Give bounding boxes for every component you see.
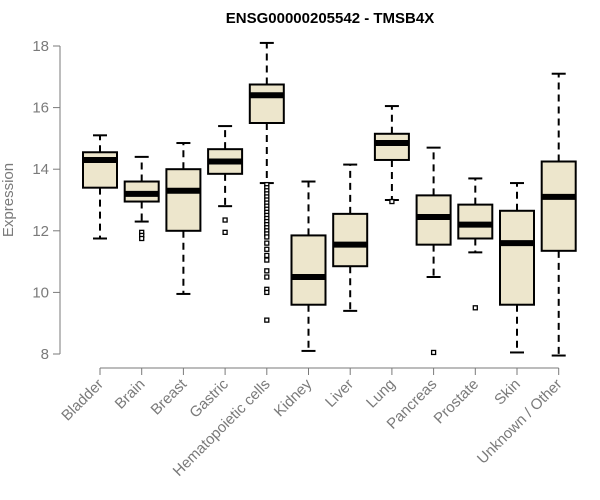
x-tick-label: Bladder bbox=[58, 376, 107, 425]
box-group bbox=[457, 177, 494, 311]
box-group bbox=[123, 155, 160, 242]
y-tick-label: 18 bbox=[32, 38, 49, 55]
x-tick-label: Kidney bbox=[271, 375, 316, 420]
y-tick-label: 16 bbox=[32, 100, 49, 117]
y-axis-title: Expression bbox=[0, 163, 17, 237]
box-group bbox=[332, 163, 369, 312]
outlier-point bbox=[264, 289, 270, 296]
iqr-box bbox=[332, 212, 369, 268]
iqr-box bbox=[540, 160, 577, 252]
y-tick-label: 10 bbox=[32, 284, 49, 301]
box-group bbox=[82, 134, 118, 240]
outlier-point bbox=[389, 198, 395, 205]
box-group bbox=[248, 41, 285, 323]
iqr-box bbox=[415, 194, 452, 246]
box-group bbox=[499, 182, 535, 354]
x-tick-label: Breast bbox=[148, 375, 191, 418]
x-tick-label: Brain bbox=[112, 376, 149, 413]
outlier-point bbox=[264, 317, 270, 323]
chart-title: ENSG00000205542 - TMSB4X bbox=[226, 10, 434, 27]
outlier-point bbox=[264, 234, 270, 240]
iqr-box bbox=[373, 132, 410, 161]
iqr-box bbox=[248, 83, 285, 124]
outlier-point bbox=[264, 246, 270, 252]
x-tick-label: Prostate bbox=[431, 376, 483, 428]
box-group bbox=[207, 125, 244, 235]
iqr-box bbox=[165, 168, 202, 232]
iqr-box bbox=[499, 209, 535, 306]
outlier-point bbox=[264, 240, 270, 246]
iqr-box bbox=[290, 234, 327, 306]
outlier-point bbox=[139, 235, 145, 242]
outlier-point bbox=[264, 274, 270, 280]
x-tick-label: Skin bbox=[491, 376, 524, 409]
outlier-point bbox=[430, 349, 437, 356]
y-tick-label: 12 bbox=[32, 223, 49, 240]
box-group bbox=[165, 142, 202, 295]
y-tick-label: 14 bbox=[32, 161, 49, 178]
x-tick-label: Lung bbox=[363, 376, 399, 412]
plot-area bbox=[82, 41, 577, 357]
outlier-point bbox=[264, 252, 270, 259]
outlier-point bbox=[264, 257, 270, 263]
iqr-box bbox=[457, 203, 494, 240]
box-group bbox=[415, 146, 452, 356]
outlier-point bbox=[222, 229, 228, 235]
box-group bbox=[373, 105, 410, 205]
outlier-point bbox=[472, 305, 478, 311]
outlier-point bbox=[222, 217, 228, 223]
box-group bbox=[540, 72, 577, 357]
box-group bbox=[290, 180, 327, 352]
x-tick-label: Liver bbox=[322, 376, 357, 411]
y-tick-label: 8 bbox=[41, 346, 49, 363]
outlier-point bbox=[264, 268, 270, 274]
y-axis: 8 10 12 14 16 18 bbox=[32, 38, 61, 363]
